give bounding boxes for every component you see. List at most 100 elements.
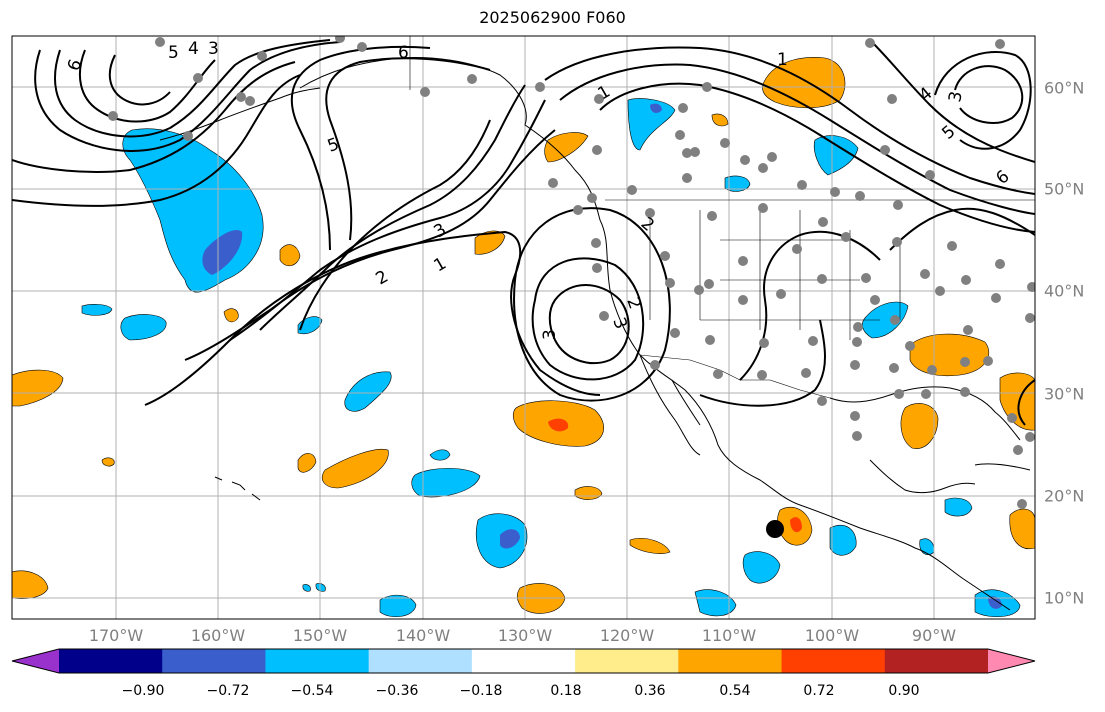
geopotential-contours — [12, 39, 1035, 426]
shade-neg-19 — [302, 584, 311, 592]
colorbar — [11, 648, 1036, 674]
lat-label: 10°N — [1044, 588, 1085, 608]
coast-hawaii — [214, 476, 261, 501]
contour-label: 1 — [431, 254, 450, 277]
colorbar-tick-label: 0.54 — [719, 683, 751, 699]
contour-trough-3 — [229, 99, 546, 341]
contour-ridge-4 — [739, 230, 881, 381]
shade-neg-12 — [724, 175, 751, 192]
colorbar-tick-label: 0.18 — [550, 683, 582, 699]
plot-frame — [11, 35, 1036, 620]
lat-label: 60°N — [1044, 78, 1085, 98]
lon-label: 90°W — [911, 626, 957, 645]
shade-pos-4 — [223, 308, 239, 323]
graticule — [12, 36, 1035, 619]
contour-ridge-1 — [599, 82, 1035, 233]
contour-label: 6 — [398, 43, 409, 63]
shade-pos-19 — [1009, 508, 1035, 550]
colorbar-segment — [678, 649, 783, 673]
shade-neg-13 — [813, 135, 859, 176]
contour-label: 5 — [938, 122, 959, 144]
station-markers — [108, 36, 1035, 509]
shade-neg-20 — [315, 583, 326, 592]
shade-strong-neg-1 — [202, 230, 243, 275]
coast-alaska — [299, 57, 1011, 611]
shade-pos-1 — [12, 369, 64, 407]
lon-label: 110°W — [701, 626, 757, 645]
colorbar-tick-label: −0.54 — [290, 683, 334, 699]
shade-neg-aleutians — [122, 128, 264, 293]
shade-pos-16 — [909, 333, 990, 377]
contour-west-1 — [34, 41, 341, 152]
map-title: 2025062900 F060 — [479, 8, 626, 27]
contour-trough-6 — [290, 45, 431, 251]
colorbar-tick-label: 0.72 — [803, 683, 835, 699]
colorbar-extend-max — [988, 649, 1035, 673]
strong-negative-fields — [202, 103, 1002, 609]
storm-center-marker — [766, 520, 784, 538]
contour-ridge-5 — [699, 319, 826, 407]
contour-label: 3 — [208, 39, 219, 59]
colorbar-extend-min — [12, 649, 59, 673]
lat-label: 20°N — [1044, 486, 1085, 506]
lon-label: 160°W — [190, 626, 246, 645]
contour-west-5 — [12, 61, 296, 173]
coast-baja — [639, 354, 701, 456]
contour-west-3 — [78, 49, 216, 123]
colorbar-segment — [575, 649, 679, 673]
colorbar-outline — [11, 648, 1036, 674]
shade-neg-16 — [944, 497, 973, 517]
shade-strong-pos-1 — [548, 418, 569, 432]
shade-pos-10 — [629, 538, 671, 554]
colorbar-tick-label: −0.36 — [375, 683, 419, 699]
colorbar-tick-label: 0.90 — [888, 683, 920, 699]
contour-trough-2 — [184, 129, 556, 361]
shade-pos-13 — [711, 113, 729, 127]
lat-label: 30°N — [1044, 384, 1085, 404]
contour-label: 3 — [540, 329, 560, 340]
shade-neg-8 — [379, 594, 417, 618]
contour-label: 2 — [373, 267, 392, 290]
coastlines — [159, 57, 1031, 611]
coast-cuba — [974, 463, 1031, 471]
contour-trough-7 — [325, 57, 491, 241]
shade-neg-6 — [429, 449, 451, 461]
colorbar-tick-label: −0.90 — [121, 683, 165, 699]
shade-pos-7 — [474, 230, 506, 255]
lon-label: 140°W — [395, 626, 451, 645]
colorbar-segment — [884, 649, 989, 673]
colorbar-tick-label: 0.36 — [634, 683, 666, 699]
contour-east-4 — [889, 207, 1035, 251]
contour-label: 5 — [168, 43, 179, 63]
contour-west-6 — [12, 74, 301, 207]
contour-east-3 — [869, 39, 1035, 163]
contour-trough-4 — [259, 84, 526, 331]
contour-label: 1 — [777, 50, 788, 70]
shade-neg-1 — [120, 314, 167, 341]
lon-label: 120°W — [599, 626, 655, 645]
contour-label: 3 — [945, 90, 967, 104]
lon-label: 150°W — [292, 626, 348, 645]
contour-east-1 — [954, 65, 1024, 124]
negative-fields — [81, 98, 1021, 618]
contour-ridge-3 — [544, 46, 1035, 195]
shade-pos-17 — [900, 403, 939, 449]
shade-strong-neg-2 — [500, 529, 520, 549]
shade-strong-neg-4 — [988, 596, 1002, 609]
lon-label: 100°W — [804, 626, 860, 645]
contour-label: 6 — [64, 57, 86, 74]
shade-pos-12 — [544, 132, 589, 163]
shade-pos-6 — [321, 448, 389, 489]
lon-label: 170°W — [88, 626, 144, 645]
contour-trough-1 — [144, 230, 601, 406]
shade-neg-11 — [627, 98, 676, 151]
shade-strong-neg-3 — [650, 103, 662, 113]
colorbar-segment — [368, 649, 473, 673]
colorbar-segment — [471, 649, 576, 673]
colorbar-segment — [781, 649, 886, 673]
colorbar-tick-label: −0.18 — [459, 683, 503, 699]
shade-pos-3 — [279, 244, 301, 267]
strong-positive-fields — [548, 418, 802, 533]
contour-ridge-2 — [559, 63, 1035, 215]
